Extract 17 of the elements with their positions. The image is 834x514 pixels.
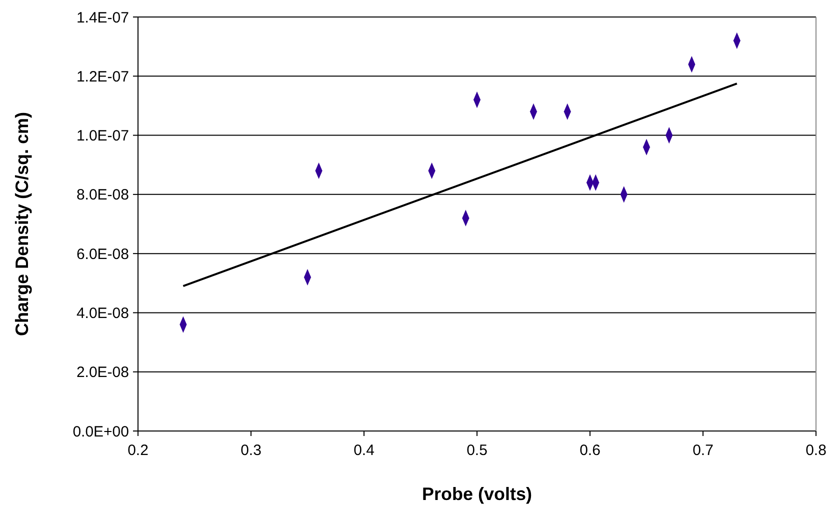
y-tick-label: 4.0E-08 xyxy=(76,304,129,322)
y-tick-label: 1.0E-07 xyxy=(76,128,129,145)
y-tick-label: 6.0E-08 xyxy=(76,246,129,263)
y-tick-label: 1.2E-07 xyxy=(76,68,129,86)
x-axis-title: Probe (volts) xyxy=(422,484,532,504)
x-tick-label: 0.5 xyxy=(466,442,488,459)
x-tick-label: 0.3 xyxy=(240,442,262,459)
y-tick-label: 8.0E-08 xyxy=(76,186,129,204)
x-tick-label: 0.2 xyxy=(128,442,148,459)
y-tick-label: 2.0E-08 xyxy=(76,364,129,382)
x-tick-label: 0.8 xyxy=(806,442,826,459)
y-tick-label: 0.0E+00 xyxy=(72,423,129,440)
x-tick-label: 0.7 xyxy=(692,442,714,459)
x-tick-label: 0.6 xyxy=(580,442,600,459)
y-tick-label: 1.4E-07 xyxy=(76,9,129,26)
y-axis-title: Charge Density (C/sq. cm) xyxy=(12,112,32,336)
x-tick-label: 0.4 xyxy=(354,442,374,459)
